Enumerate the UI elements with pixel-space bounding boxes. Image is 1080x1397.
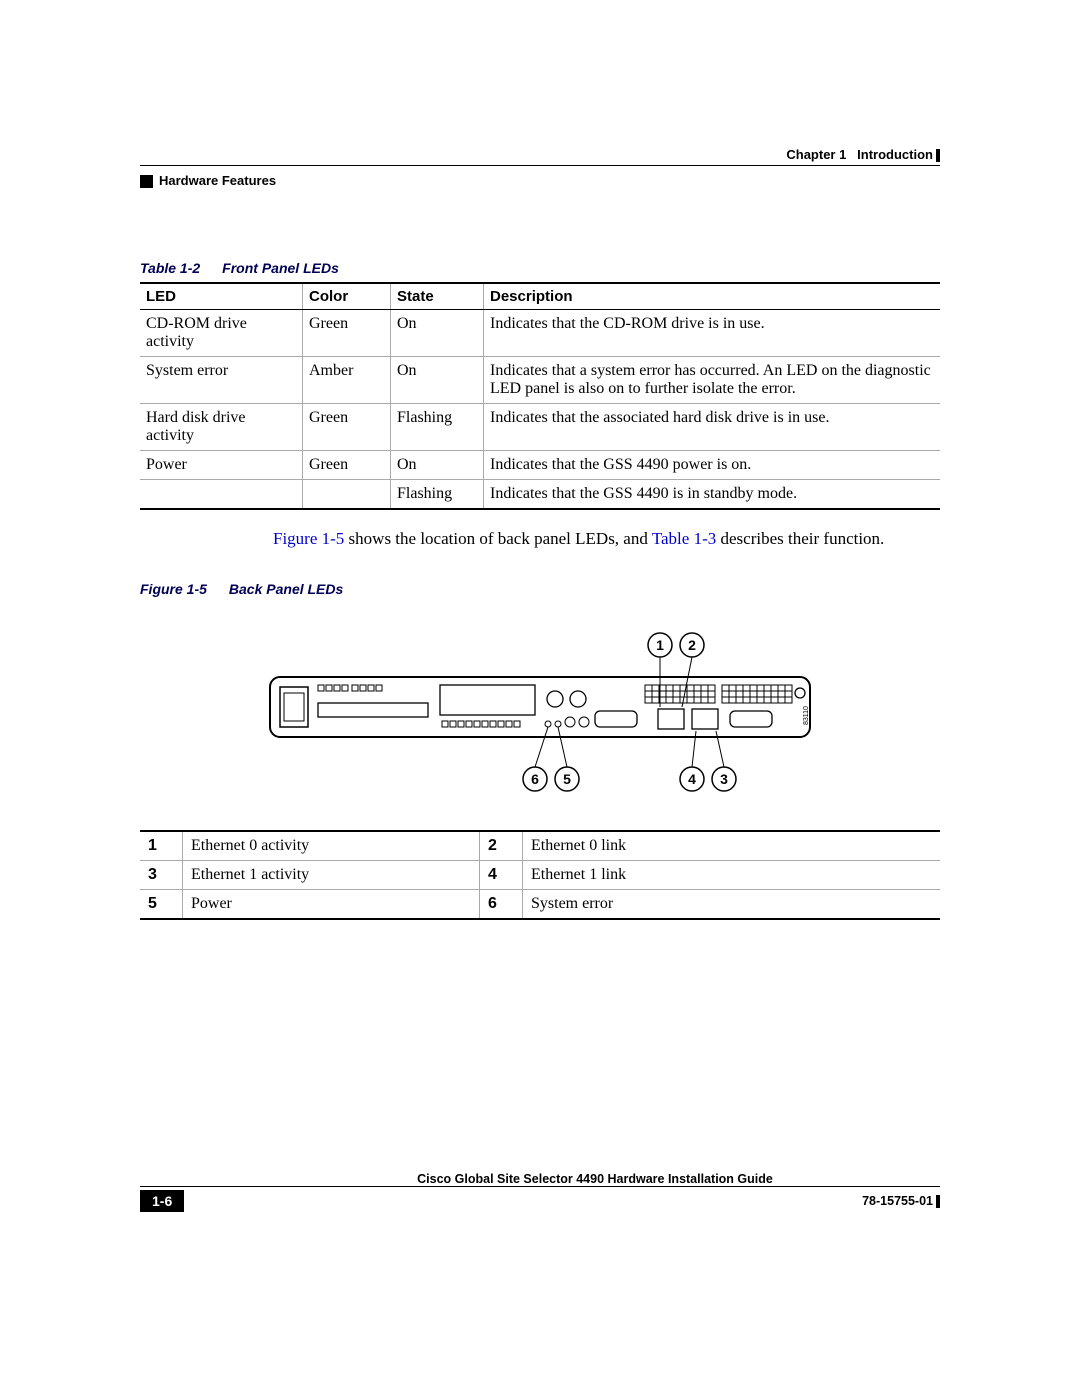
table-row: 3 Ethernet 1 activity 4 Ethernet 1 link <box>140 860 940 889</box>
table-caption: Table 1-2 Front Panel LEDs <box>140 260 940 276</box>
table-xref[interactable]: Table 1-3 <box>652 529 716 548</box>
table-row: Flashing Indicates that the GSS 4490 is … <box>140 480 940 510</box>
figure-ref: Figure 1-5 <box>140 581 207 597</box>
back-panel-figure: 83110 1 2 6 5 4 <box>140 607 940 812</box>
column-header: Color <box>303 283 391 310</box>
svg-text:1: 1 <box>656 637 664 653</box>
svg-text:83110: 83110 <box>803 706 810 725</box>
table-row: CD-ROM drive activity Green On Indicates… <box>140 310 940 357</box>
table-row: 1 Ethernet 0 activity 2 Ethernet 0 link <box>140 831 940 861</box>
front-panel-led-table: LED Color State Description CD-ROM drive… <box>140 282 940 510</box>
figure-caption: Figure 1-5 Back Panel LEDs <box>140 581 940 597</box>
section-header: Hardware Features <box>140 173 276 188</box>
document-number: 78-15755-01 <box>862 1194 940 1208</box>
callout-table: 1 Ethernet 0 activity 2 Ethernet 0 link … <box>140 830 940 920</box>
table-title: Front Panel LEDs <box>222 260 339 276</box>
table-ref: Table 1-2 <box>140 260 200 276</box>
footer-book-title: Cisco Global Site Selector 4490 Hardware… <box>250 1172 940 1186</box>
table-row: System error Amber On Indicates that a s… <box>140 357 940 404</box>
svg-text:2: 2 <box>688 637 696 653</box>
table-row: 5 Power 6 System error <box>140 889 940 919</box>
page-number: 1-6 <box>140 1190 184 1212</box>
svg-text:4: 4 <box>688 771 696 787</box>
svg-text:3: 3 <box>720 771 728 787</box>
chapter-number: Chapter 1 <box>786 147 846 162</box>
figure-title: Back Panel LEDs <box>229 581 343 597</box>
column-header: Description <box>484 283 941 310</box>
svg-text:5: 5 <box>563 771 571 787</box>
section-title: Hardware Features <box>159 173 276 188</box>
table-row: Power Green On Indicates that the GSS 44… <box>140 451 940 480</box>
figure-xref[interactable]: Figure 1-5 <box>273 529 344 548</box>
chapter-title: Introduction <box>857 147 933 162</box>
body-paragraph: Figure 1-5 shows the location of back pa… <box>273 528 940 551</box>
table-row: Hard disk drive activity Green Flashing … <box>140 404 940 451</box>
svg-text:6: 6 <box>531 771 539 787</box>
chapter-header: Chapter 1 Introduction <box>786 147 940 162</box>
column-header: State <box>391 283 484 310</box>
column-header: LED <box>140 283 303 310</box>
